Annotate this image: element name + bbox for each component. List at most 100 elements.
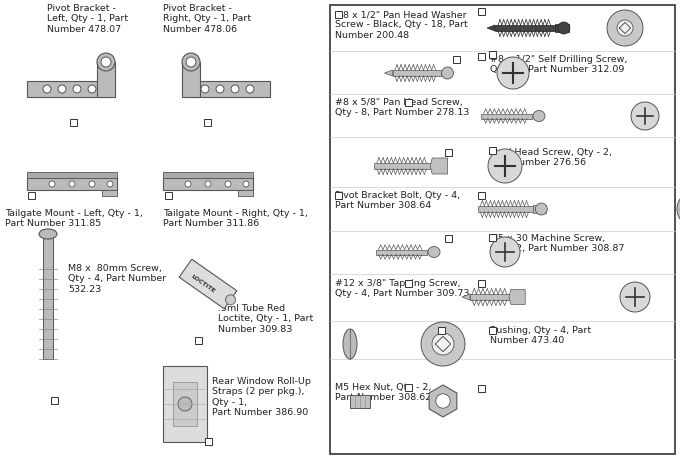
Bar: [205, 438, 212, 445]
Circle shape: [43, 85, 51, 93]
Bar: [478, 8, 485, 15]
Bar: [335, 192, 342, 199]
Bar: [97, 62, 115, 97]
Bar: [478, 53, 485, 60]
Text: Rear Window Roll-Up
Straps (2 per pkg.),
Qty - 1,
Part Number 386.90: Rear Window Roll-Up Straps (2 per pkg.),…: [212, 377, 311, 417]
Bar: [335, 11, 342, 18]
Circle shape: [246, 85, 254, 93]
Ellipse shape: [39, 229, 57, 239]
Bar: [163, 172, 253, 178]
Bar: [392, 70, 441, 76]
Ellipse shape: [441, 67, 454, 79]
Bar: [445, 149, 452, 156]
Bar: [195, 337, 202, 344]
Bar: [470, 294, 511, 300]
Circle shape: [101, 57, 111, 67]
Text: Tailgate Mount - Right, Qty - 1,
Part Number 311.86: Tailgate Mount - Right, Qty - 1, Part Nu…: [163, 209, 308, 229]
Bar: [27, 81, 107, 97]
Circle shape: [178, 397, 192, 411]
Circle shape: [186, 57, 196, 67]
Bar: [28, 192, 35, 199]
Circle shape: [607, 10, 643, 46]
Bar: [173, 382, 197, 426]
Polygon shape: [487, 25, 495, 31]
Bar: [405, 384, 412, 391]
Text: #8 x 5/8" Pan Head Screw,
Qty - 8, Part Number 278.13: #8 x 5/8" Pan Head Screw, Qty - 8, Part …: [335, 98, 469, 118]
Bar: [27, 172, 117, 178]
Bar: [165, 192, 172, 199]
Text: M5 Hex Nut, Qty - 2,
Part Number 308.62: M5 Hex Nut, Qty - 2, Part Number 308.62: [335, 383, 431, 403]
Circle shape: [73, 85, 81, 93]
Polygon shape: [429, 385, 457, 417]
Bar: [556, 24, 568, 32]
Circle shape: [421, 322, 465, 366]
Circle shape: [620, 282, 650, 312]
Bar: [489, 147, 496, 154]
Polygon shape: [179, 259, 237, 309]
Ellipse shape: [533, 111, 545, 122]
Bar: [238, 190, 253, 196]
Circle shape: [225, 181, 231, 187]
Circle shape: [243, 181, 249, 187]
Bar: [190, 81, 270, 97]
Bar: [453, 56, 460, 63]
Bar: [533, 205, 546, 213]
Circle shape: [205, 181, 211, 187]
Circle shape: [432, 333, 454, 355]
Bar: [70, 119, 77, 126]
Circle shape: [677, 191, 680, 227]
Circle shape: [89, 181, 95, 187]
Text: #12 x 3/8" Tapping Screw,
Qty - 4, Part Number 309.73: #12 x 3/8" Tapping Screw, Qty - 4, Part …: [335, 279, 469, 298]
Bar: [330, 5, 675, 454]
Circle shape: [185, 181, 191, 187]
Circle shape: [436, 394, 450, 408]
Ellipse shape: [428, 246, 440, 257]
Text: Pivot Bracket Bolt, Qty - 4,
Part Number 308.64: Pivot Bracket Bolt, Qty - 4, Part Number…: [335, 191, 460, 210]
Circle shape: [488, 149, 522, 183]
Ellipse shape: [182, 53, 200, 71]
Bar: [376, 250, 427, 254]
Polygon shape: [384, 70, 392, 76]
Circle shape: [107, 181, 113, 187]
Text: #8 x 1/2" Self Drilling Screw,
Qty - 2, Part Number 312.09: #8 x 1/2" Self Drilling Screw, Qty - 2, …: [490, 55, 628, 74]
Polygon shape: [509, 290, 525, 304]
Bar: [489, 327, 496, 334]
Ellipse shape: [226, 295, 235, 305]
Text: Pivot Bracket -
Right, Qty - 1, Part
Number 478.06: Pivot Bracket - Right, Qty - 1, Part Num…: [163, 4, 251, 34]
Bar: [489, 234, 496, 241]
Bar: [478, 385, 485, 392]
Circle shape: [201, 85, 209, 93]
Ellipse shape: [558, 22, 570, 34]
Bar: [495, 25, 557, 31]
Circle shape: [49, 181, 55, 187]
Bar: [27, 178, 117, 190]
Text: .5ml Tube Red
Loctite, Qty - 1, Part
Number 309.83: .5ml Tube Red Loctite, Qty - 1, Part Num…: [218, 304, 313, 334]
Circle shape: [216, 85, 224, 93]
Ellipse shape: [535, 203, 547, 215]
Circle shape: [497, 57, 529, 89]
Circle shape: [58, 85, 66, 93]
Circle shape: [631, 102, 659, 130]
Text: LOCTITE: LOCTITE: [190, 274, 216, 294]
Polygon shape: [430, 158, 447, 174]
Ellipse shape: [97, 53, 115, 71]
Text: #8 x 1/2" Pan Head Washer
Screw - Black, Qty - 18, Part
Number 200.48: #8 x 1/2" Pan Head Washer Screw - Black,…: [335, 10, 468, 40]
Bar: [478, 280, 485, 287]
Bar: [489, 51, 496, 58]
Bar: [102, 190, 117, 196]
Bar: [481, 113, 532, 118]
Polygon shape: [462, 294, 470, 300]
Bar: [405, 280, 412, 287]
Circle shape: [231, 85, 239, 93]
Text: M5 x 30 Machine Screw,
Qty - 2, Part Number 308.87: M5 x 30 Machine Screw, Qty - 2, Part Num…: [490, 234, 624, 253]
Bar: [43, 234, 53, 359]
Text: Oval Head Screw, Qty - 2,
Part Number 276.56: Oval Head Screw, Qty - 2, Part Number 27…: [490, 148, 612, 168]
Text: Tailgate Mount - Left, Qty - 1,
Part Number 311.85: Tailgate Mount - Left, Qty - 1, Part Num…: [5, 209, 143, 229]
Circle shape: [69, 181, 75, 187]
Bar: [374, 163, 432, 169]
Bar: [204, 119, 211, 126]
Bar: [438, 327, 445, 334]
Bar: [350, 394, 370, 408]
Bar: [477, 206, 534, 212]
Bar: [51, 397, 58, 404]
